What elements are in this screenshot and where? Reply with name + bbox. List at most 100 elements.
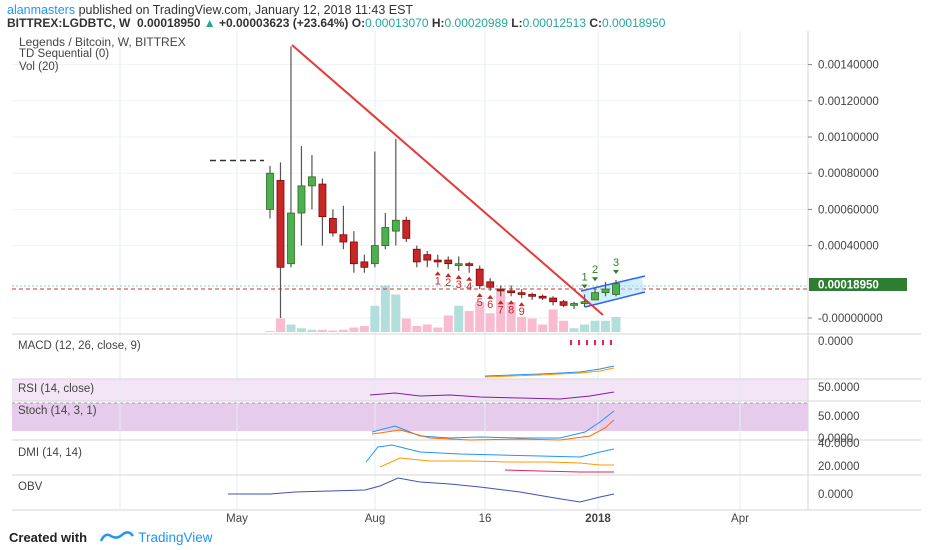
dmi-legend: DMI (14, 14) <box>18 447 82 459</box>
dmi-plus-line <box>365 444 615 463</box>
td-buy-count: 5 <box>477 297 483 309</box>
chart-title: Legends / Bitcoin, W, BITTREX <box>19 35 186 49</box>
price-tick-label: 0.00100000 <box>818 132 879 144</box>
macd-line <box>484 365 615 377</box>
symbol: BITTREX:LGDBTC, W <box>7 16 131 30</box>
td-sell-arrow-icon <box>592 277 599 282</box>
candle-body <box>402 219 411 239</box>
obv-legend: OBV <box>18 481 43 493</box>
td-buy-count: 6 <box>487 299 493 311</box>
volume-bar <box>338 329 348 332</box>
volume-bar <box>454 305 464 332</box>
rsi-line <box>369 391 615 400</box>
td-buy-arrow-icon <box>476 293 483 298</box>
candle-body <box>549 297 557 303</box>
candle-body <box>486 281 495 288</box>
candle-body <box>538 295 547 299</box>
volume-bar <box>349 327 359 332</box>
publish-info: published on TradingView.com, January 12… <box>78 3 414 17</box>
low-value: 0.00012513 <box>522 16 587 30</box>
author-link[interactable]: alanmasters <box>7 3 76 17</box>
candle-body <box>412 248 421 263</box>
macd-axis-label: 0.0000 <box>818 336 853 348</box>
candle-body <box>360 261 369 268</box>
td-buy-arrow-icon <box>445 273 452 278</box>
stoch-legend: Stoch (14, 3, 1) <box>18 405 97 417</box>
open-value: 0.00013070 <box>365 16 429 30</box>
td-buy-arrow-icon <box>518 302 525 307</box>
volume-bar <box>286 324 296 332</box>
td-buy-arrow-icon <box>455 274 462 279</box>
volume-bar <box>517 317 527 332</box>
price-tick-label: 0.00080000 <box>818 168 879 180</box>
price-tick-label: 0.00120000 <box>818 96 879 108</box>
volume-bar <box>611 317 621 332</box>
time-axis-label: 16 <box>479 513 492 525</box>
price-change: +0.00003623 (+23.64%) <box>218 16 349 30</box>
volume-bar <box>538 324 548 332</box>
obv-line <box>228 477 615 503</box>
candle-body <box>454 263 463 266</box>
candle-body <box>297 185 306 214</box>
time-axis-label: May <box>226 513 248 525</box>
price-badge-label: 0.00018950 <box>818 280 879 292</box>
channel-lower <box>584 291 646 308</box>
td-sell-arrow-icon <box>581 284 588 289</box>
volume-bar <box>380 285 390 332</box>
publish-line: alanmasters published on TradingView.com… <box>7 3 413 17</box>
volume-bar <box>422 324 432 332</box>
price-badge-box <box>809 278 907 291</box>
volume-bar <box>391 294 401 332</box>
tradingview-logo-icon <box>99 531 134 542</box>
candle-body <box>465 263 474 266</box>
candle-body <box>433 259 442 263</box>
td-buy-count: 1 <box>435 275 441 287</box>
volume-bar <box>307 329 317 332</box>
time-axis-label: Apr <box>731 513 749 525</box>
macd-histogram-bar <box>602 340 604 345</box>
red-trendline <box>291 44 604 316</box>
td-buy-arrow-icon <box>434 271 441 276</box>
price-tick-label: -0.00000000 <box>818 313 883 325</box>
volume-bar <box>548 309 558 332</box>
td-buy-count: 9 <box>519 306 525 318</box>
candle-body <box>591 292 599 301</box>
candle-body <box>329 218 337 234</box>
dmi-minus-line <box>379 457 614 468</box>
volume-bar <box>475 302 485 332</box>
volume-bar <box>412 326 422 332</box>
candle-body <box>391 219 400 232</box>
volume-bar <box>527 318 537 332</box>
open-label: O: <box>351 16 366 30</box>
volume-bar <box>401 318 411 332</box>
td-sell-arrow-icon <box>613 269 619 274</box>
volume-legend: Vol (20) <box>19 61 59 73</box>
volume-bar <box>317 329 327 332</box>
volume-bar <box>496 290 506 332</box>
candle-body <box>381 227 390 247</box>
macd-signal-line <box>484 367 615 378</box>
dmi-axis-label-low: 20.0000 <box>818 461 860 473</box>
td-buy-arrow-icon <box>508 300 515 305</box>
obv-axis-label: 0.0000 <box>818 489 853 501</box>
rsi-legend: RSI (14, close) <box>18 383 95 395</box>
volume-bar <box>485 313 495 332</box>
volume-bar <box>580 324 590 332</box>
td-buy-count: 4 <box>466 281 472 293</box>
td-sequential-legend: TD Sequential (0) <box>19 48 110 60</box>
volume-bar <box>464 311 474 332</box>
candle-body <box>507 290 516 294</box>
macd-histogram-bar <box>610 340 612 345</box>
candle-body <box>287 212 295 265</box>
brand-link[interactable]: TradingView <box>138 530 213 545</box>
td-buy-arrow-icon <box>466 276 473 281</box>
created-with: Created with <box>9 530 88 545</box>
low-label: L: <box>511 16 523 30</box>
symbol-line: BITTREX:LGDBTC, W 0.00018950 ▲ +0.000036… <box>7 16 665 30</box>
macd-histogram-bar <box>594 340 596 345</box>
volume-bar <box>328 330 338 332</box>
price-tick-label: 0.00060000 <box>818 204 879 216</box>
close-label: C: <box>589 16 603 30</box>
rsi-axis-label: 50.0000 <box>818 382 860 394</box>
